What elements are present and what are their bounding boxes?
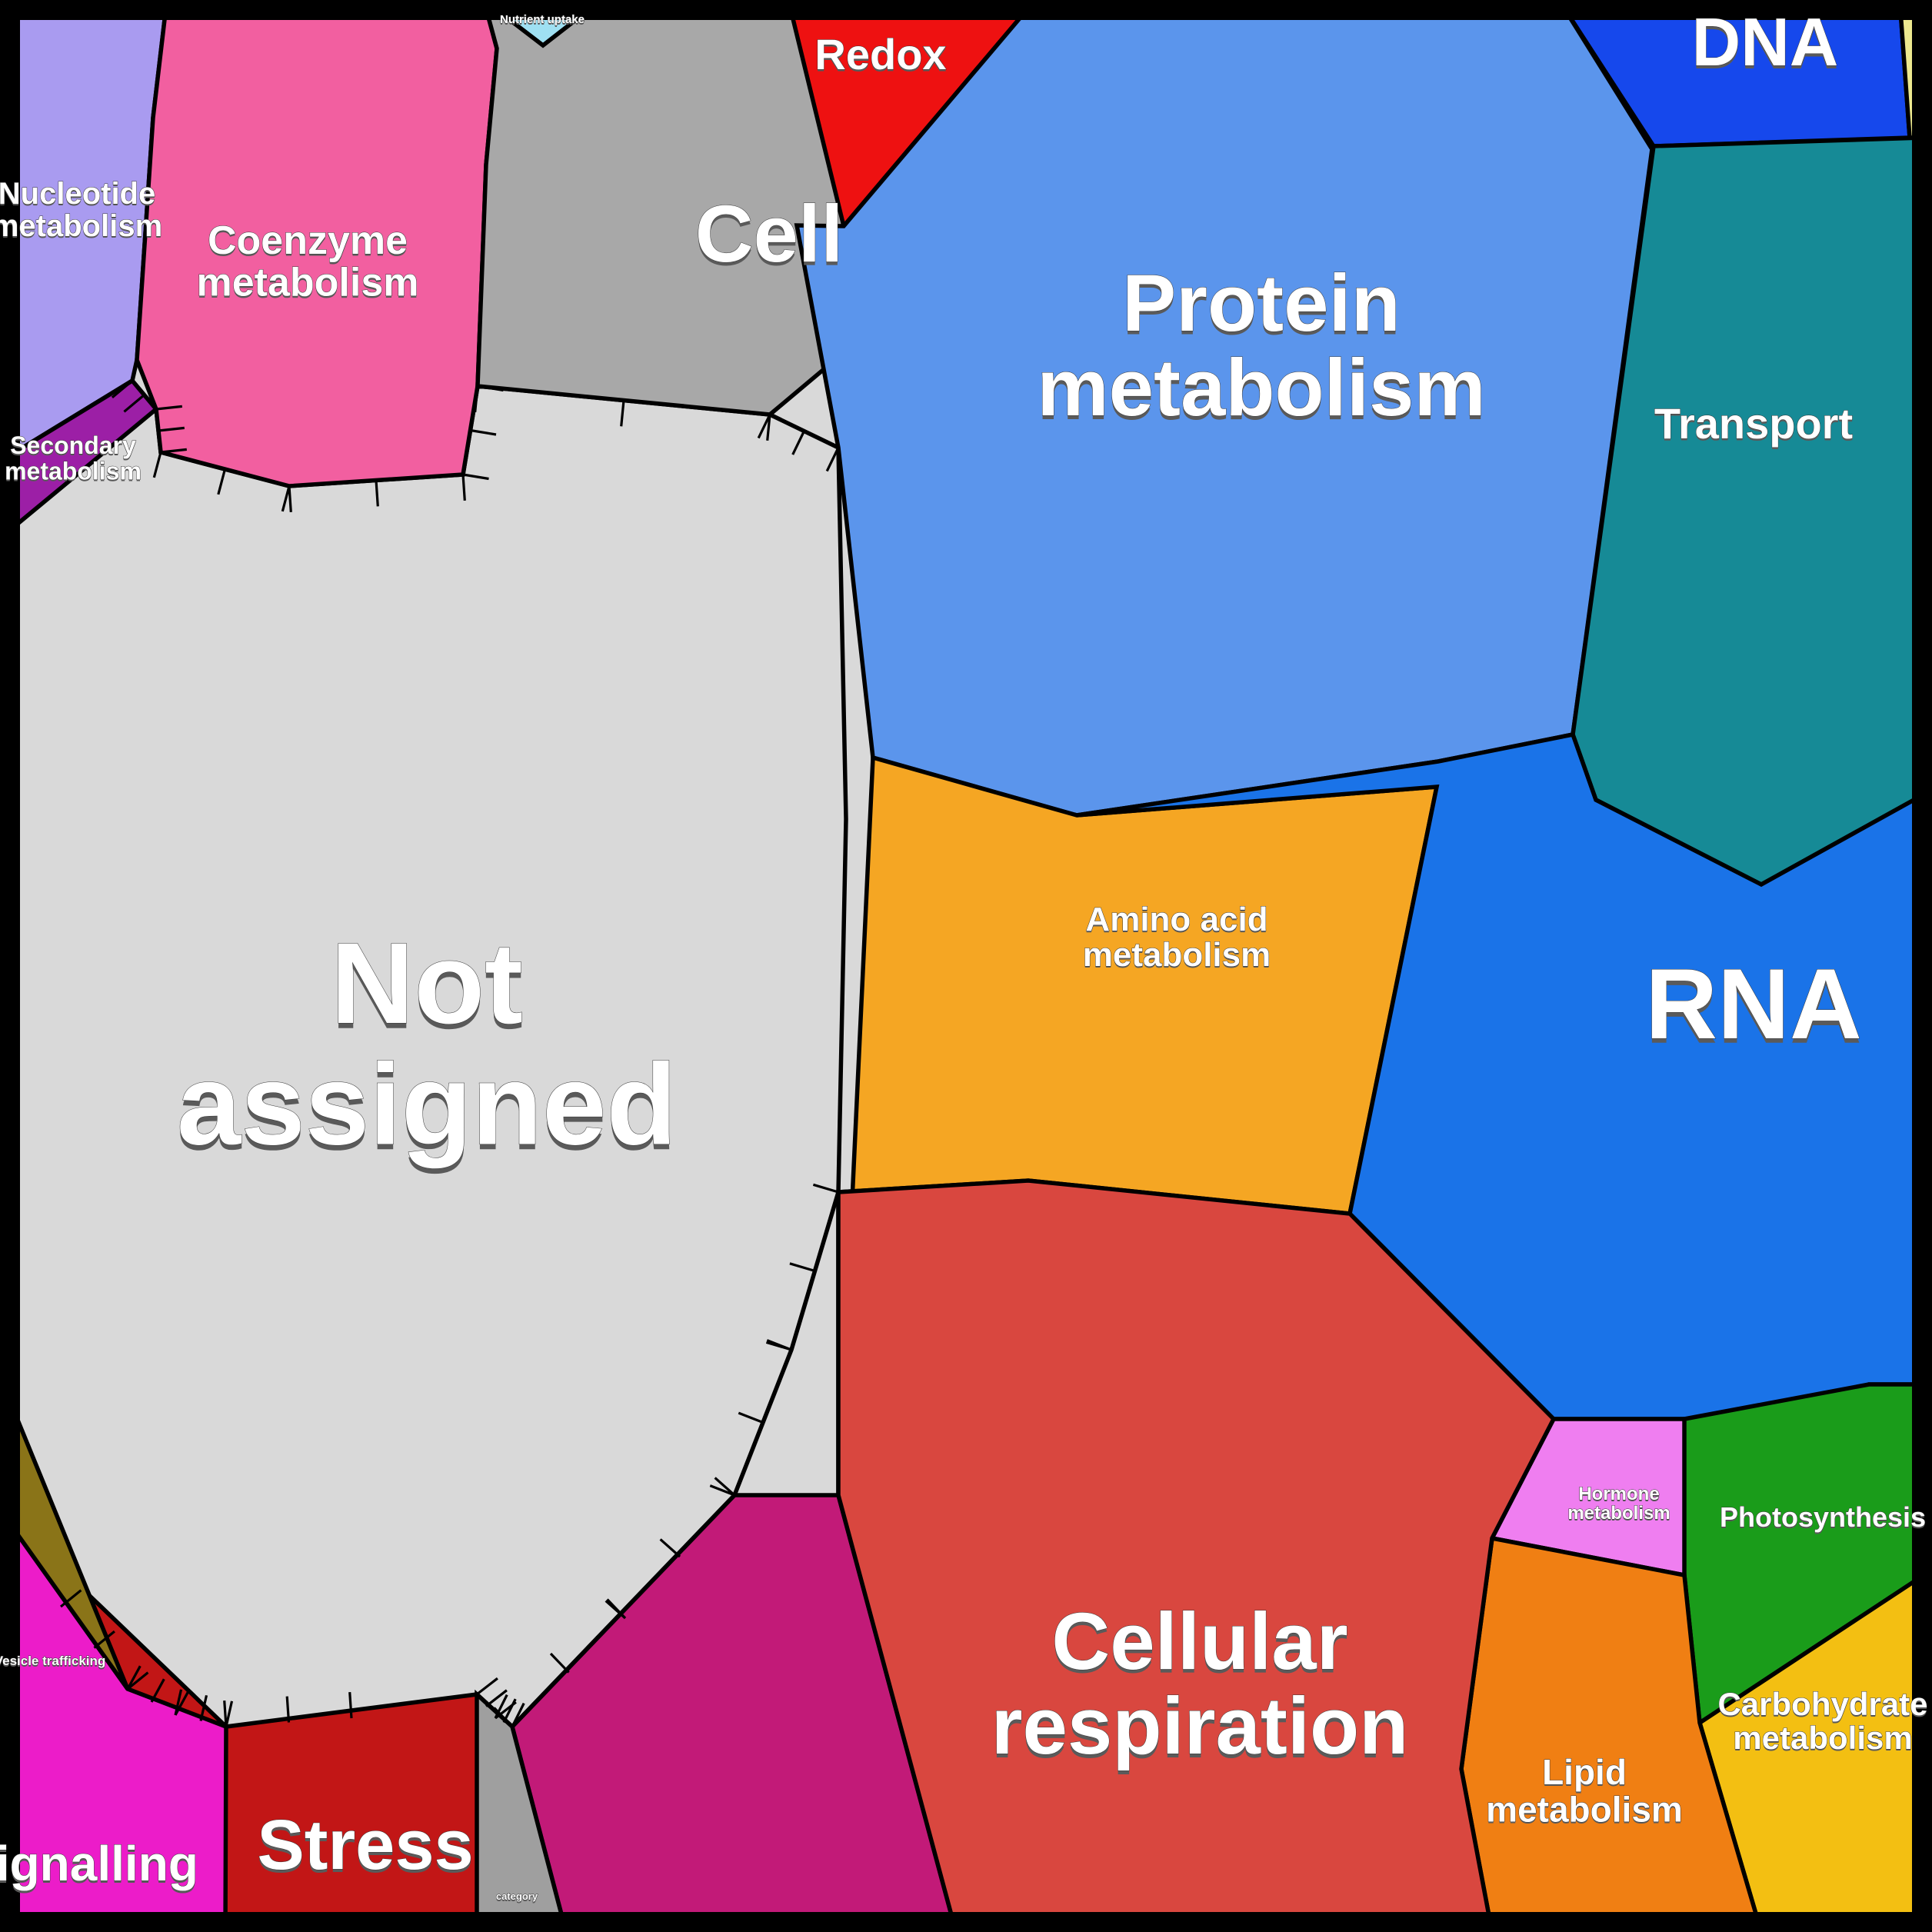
svg-text:RNA: RNA: [1645, 948, 1862, 1060]
svg-text:Nutrient uptake: Nutrient uptake: [500, 13, 585, 26]
svg-text:category: category: [496, 1890, 538, 1902]
svg-text:Stress: Stress: [257, 1806, 473, 1884]
svg-text:Photosynthesis: Photosynthesis: [1720, 1501, 1926, 1533]
svg-text:Redox: Redox: [814, 30, 946, 78]
svg-text:Transport: Transport: [1654, 399, 1853, 448]
svg-text:Vesicle trafficking: Vesicle trafficking: [0, 1654, 105, 1668]
svg-text:Signalling: Signalling: [0, 1836, 198, 1891]
svg-text:DNA: DNA: [1692, 4, 1839, 80]
svg-text:Cell: Cell: [695, 189, 844, 279]
